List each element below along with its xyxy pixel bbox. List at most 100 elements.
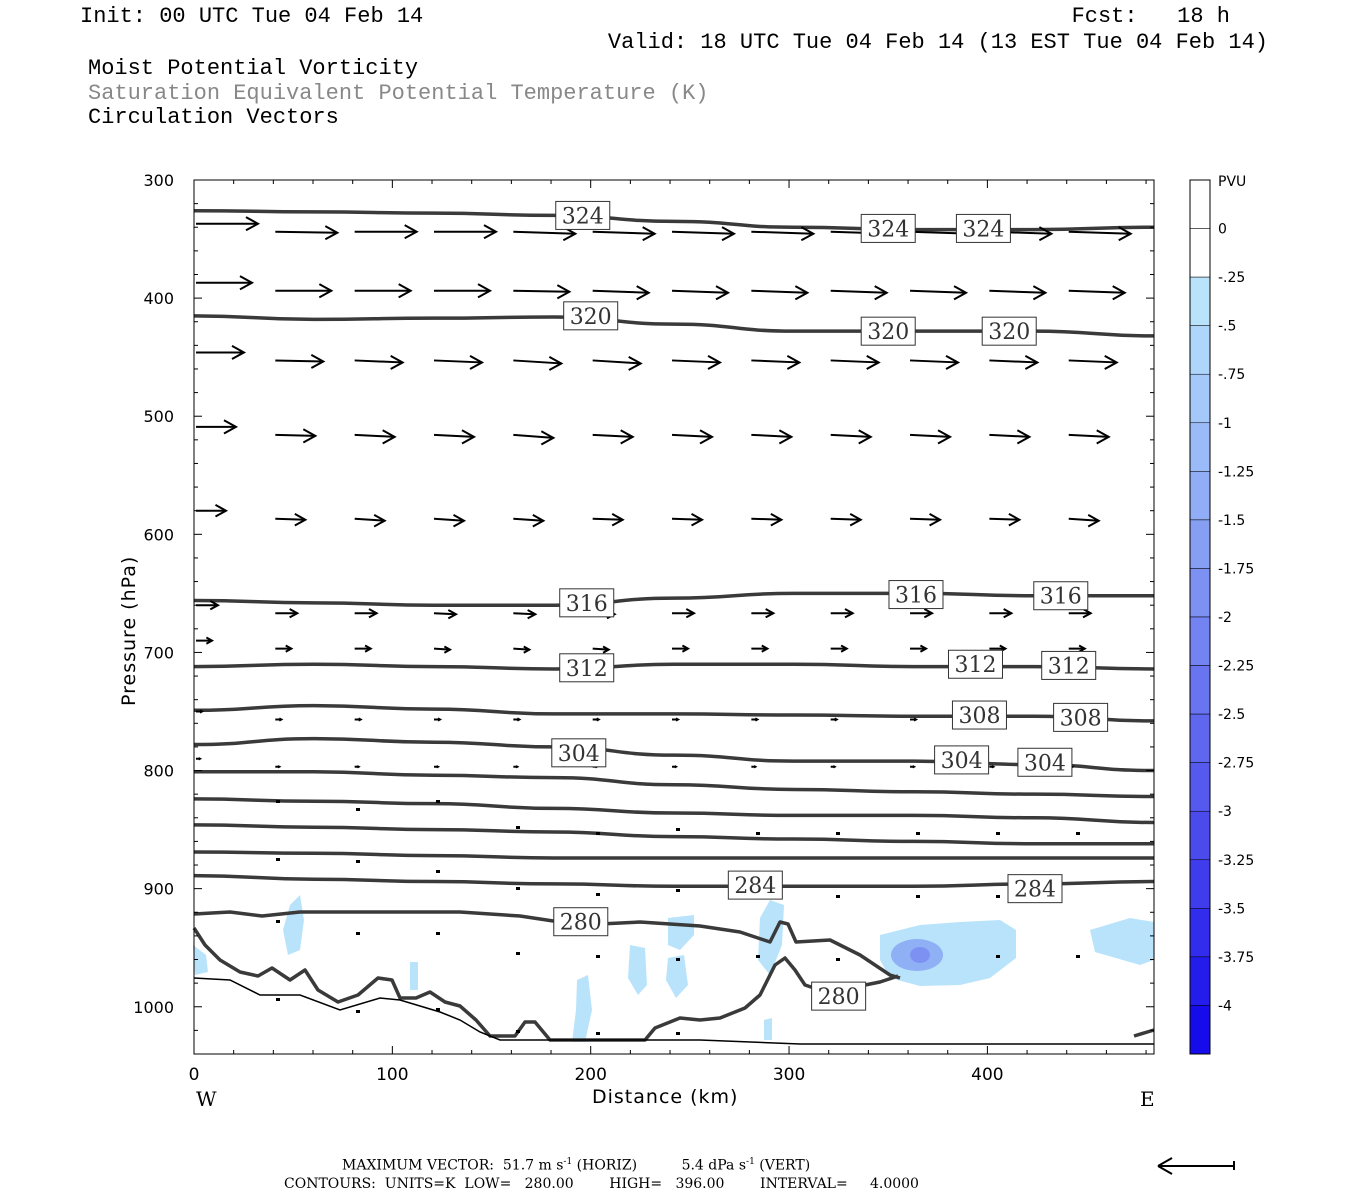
circulation-vectors [195, 216, 1133, 1035]
isentrope-line [193, 769, 1155, 799]
contour-label: 308 [958, 704, 1000, 729]
circulation-vector-head [358, 717, 363, 722]
circulation-vector [916, 832, 920, 835]
circulation-vector-head [294, 513, 308, 527]
circulation-vector [751, 359, 800, 364]
colorbar-segment [1189, 762, 1211, 812]
circulation-vector [596, 893, 600, 896]
circulation-vector [275, 517, 306, 521]
isentrope-line [192, 927, 899, 1042]
circulation-vector [354, 517, 385, 522]
circulation-vector-head [515, 765, 520, 769]
contour-label-box [934, 745, 990, 775]
circulation-vector [433, 647, 451, 651]
field-title-vectors: Circulation Vectors [88, 105, 339, 130]
colorbar-label: -3.75 [1218, 950, 1254, 966]
circulation-vector-head [753, 765, 758, 769]
colorbar-segment [1189, 908, 1211, 958]
y-tick-label: 600 [143, 525, 174, 544]
colorbar-segment [1189, 471, 1211, 521]
init-time: Init: 00 UTC Tue 04 Feb 14 [80, 4, 424, 29]
circulation-vector-head [832, 765, 837, 769]
valid-time: Valid: 18 UTC Tue 04 Feb 14 (13 EST Tue … [607, 30, 1268, 55]
circulation-vector [513, 517, 544, 522]
contour-label: 316 [895, 584, 937, 609]
circulation-vector-head [364, 644, 373, 653]
circulation-vector-head [310, 353, 326, 369]
colorbar-segment [1189, 859, 1211, 909]
colorbar-segment [1189, 422, 1211, 472]
contour-label-box [555, 200, 611, 230]
contour-label: 312 [1048, 654, 1090, 679]
circulation-vector [909, 433, 951, 438]
isentrope-line [193, 823, 1154, 846]
circulation-vector-head [923, 608, 935, 619]
circulation-vector-head [1096, 429, 1111, 445]
contour-label-box [563, 301, 619, 331]
colorbar-title: PVU [1218, 174, 1246, 190]
circulation-vector-head [404, 224, 419, 240]
circulation-vector [671, 289, 729, 294]
circulation-vector-head [628, 355, 643, 371]
circulation-vector [909, 517, 941, 521]
circulation-vector-head [1087, 514, 1101, 528]
circulation-vector [513, 230, 576, 235]
circulation-vector-head [1078, 644, 1087, 653]
circulation-vector [596, 1032, 600, 1035]
circulation-vector-head [215, 504, 229, 518]
circulation-vector [1068, 359, 1117, 364]
circulation-vector-head [912, 765, 917, 769]
y-tick-label: 900 [143, 880, 174, 899]
circulation-vector [830, 433, 871, 438]
circulation-vector [751, 517, 782, 521]
pv-shading-area [764, 1018, 772, 1040]
plot-frame [193, 179, 1155, 1055]
circulation-vector-head [642, 226, 657, 242]
circulation-vector-head [1112, 285, 1127, 301]
circulation-vector-head [1003, 608, 1014, 619]
colorbar-segment [1189, 568, 1211, 618]
circulation-vector-head [231, 344, 247, 360]
colorbar-segment [1189, 519, 1211, 569]
circulation-vector [275, 433, 316, 437]
circulation-vector-head [205, 636, 215, 645]
circulation-vector [592, 517, 623, 521]
circulation-vector [830, 359, 879, 364]
circulation-vector [909, 359, 959, 364]
circulation-vector [354, 359, 403, 364]
circulation-vector-head [596, 717, 601, 722]
circulation-vector-head [675, 717, 681, 722]
circulation-vector-head [1082, 608, 1093, 619]
circulation-vector [916, 895, 920, 898]
circulation-vector [276, 998, 280, 1001]
circulation-vector [836, 958, 840, 961]
contour-label-box [559, 653, 615, 683]
isentrope-line [193, 662, 1155, 671]
contour-label: 320 [570, 305, 612, 330]
circulation-vector-head [778, 429, 794, 445]
colorbar-segment [1189, 810, 1211, 861]
contour-label-box [947, 649, 1003, 679]
circulation-vector-head [477, 283, 493, 299]
west-end-label: W [196, 1087, 217, 1111]
circulation-vector-head [356, 765, 361, 769]
circulation-vector [516, 887, 520, 890]
circulation-vector [436, 800, 440, 803]
circulation-vector [756, 832, 760, 835]
contour-label: 324 [962, 217, 1004, 242]
contour-label-box [1053, 702, 1109, 732]
circulation-vector [996, 955, 1000, 958]
pv-shading-area [668, 915, 694, 950]
circulation-vector-head [1118, 226, 1133, 242]
contour-label: 284 [1014, 878, 1056, 903]
x-tick-label: 200 [574, 1065, 606, 1085]
circulation-vector-head [368, 608, 379, 619]
circulation-vector [751, 230, 814, 235]
circulation-vector [516, 826, 520, 829]
circulation-vector [276, 800, 280, 803]
pv-shading-core [910, 947, 930, 963]
circulation-vector-head [382, 429, 397, 445]
circulation-vector [671, 359, 721, 364]
circulation-vector-head [223, 419, 239, 435]
circulation-vector-head [324, 225, 340, 241]
